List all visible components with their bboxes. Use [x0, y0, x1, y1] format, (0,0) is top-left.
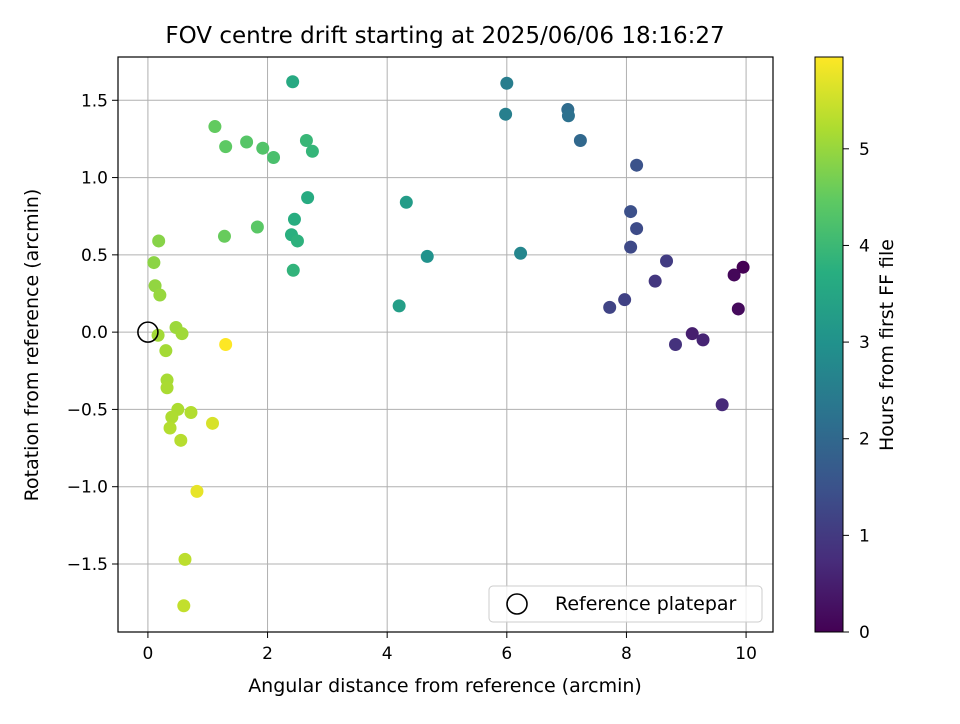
x-tick-label: 6 — [501, 644, 512, 664]
data-point — [514, 247, 527, 260]
y-tick-label: 0.5 — [81, 246, 108, 266]
legend: Reference platepar — [489, 586, 762, 622]
data-point — [499, 108, 512, 121]
y-tick-label: −1.5 — [67, 555, 108, 575]
data-point — [574, 134, 587, 147]
data-point — [630, 159, 643, 172]
colorbar-ticks: 0 1 2 3 4 5 — [843, 140, 870, 643]
y-axis-label: Rotation from reference (arcmin) — [21, 189, 43, 502]
data-point — [159, 344, 172, 357]
colorbar-tick-label: 4 — [859, 236, 870, 256]
data-point — [649, 275, 662, 288]
data-point — [732, 302, 745, 315]
colorbar-tick-label: 2 — [859, 430, 870, 450]
data-point — [251, 221, 264, 234]
data-point — [219, 338, 232, 351]
colorbar-label: Hours from first FF file — [876, 239, 898, 451]
colorbar-tick-label: 5 — [859, 140, 870, 160]
data-point — [393, 299, 406, 312]
data-point — [421, 250, 434, 263]
data-point — [300, 134, 313, 147]
x-tick-label: 0 — [142, 644, 153, 664]
data-point — [500, 77, 513, 90]
y-tick-label: −1.0 — [67, 478, 108, 498]
data-point — [400, 196, 413, 209]
data-point — [630, 222, 643, 235]
chart-svg: FOV centre drift starting at 2025/06/06 … — [0, 0, 960, 720]
y-tick-label: 1.5 — [81, 91, 108, 111]
data-point — [190, 485, 203, 498]
scatter-points — [138, 75, 750, 612]
legend-reference-label: Reference platepar — [555, 593, 737, 615]
data-point — [178, 553, 191, 566]
colorbar-tick-label: 1 — [859, 526, 870, 546]
chart-figure: FOV centre drift starting at 2025/06/06 … — [0, 0, 960, 720]
data-point — [286, 75, 299, 88]
data-point — [728, 268, 741, 281]
data-point — [697, 333, 710, 346]
data-point — [267, 151, 280, 164]
data-point — [206, 417, 219, 430]
data-point — [624, 241, 637, 254]
data-point — [164, 421, 177, 434]
data-point — [152, 234, 165, 247]
data-point — [624, 205, 637, 218]
data-point — [669, 338, 682, 351]
x-tick-label: 8 — [621, 644, 632, 664]
y-tick-label: −0.5 — [67, 400, 108, 420]
data-point — [618, 293, 631, 306]
data-point — [219, 140, 232, 153]
data-point — [153, 289, 166, 302]
data-point — [562, 109, 575, 122]
x-axis-label: Angular distance from reference (arcmin) — [248, 675, 642, 697]
data-point — [208, 120, 221, 133]
data-point — [256, 142, 269, 155]
x-tick-label: 10 — [735, 644, 757, 664]
data-point — [716, 398, 729, 411]
y-axis-ticks: −1.5 −1.0 −0.5 0.0 0.5 1.0 1.5 — [67, 91, 118, 575]
data-point — [218, 230, 231, 243]
data-point — [603, 301, 616, 314]
colorbar: 0 1 2 3 4 5 Hours from first FF file — [815, 57, 898, 643]
data-point — [147, 256, 160, 269]
colorbar-gradient — [815, 57, 843, 632]
y-tick-label: 1.0 — [81, 169, 108, 189]
data-point — [288, 213, 301, 226]
data-point — [301, 191, 314, 204]
data-point — [174, 434, 187, 447]
colorbar-tick-label: 0 — [859, 623, 870, 643]
chart-title: FOV centre drift starting at 2025/06/06 … — [165, 23, 724, 49]
colorbar-tick-label: 3 — [859, 333, 870, 353]
x-tick-label: 2 — [262, 644, 273, 664]
data-point — [176, 327, 189, 340]
x-tick-label: 4 — [382, 644, 393, 664]
data-point — [291, 234, 304, 247]
y-tick-label: 0.0 — [81, 323, 108, 343]
data-point — [161, 381, 174, 394]
data-point — [660, 255, 673, 268]
data-point — [184, 406, 197, 419]
x-axis-ticks: 0 2 4 6 8 10 — [142, 632, 756, 664]
data-point — [177, 599, 190, 612]
data-point — [287, 264, 300, 277]
data-point — [165, 411, 178, 424]
data-point — [240, 136, 253, 149]
